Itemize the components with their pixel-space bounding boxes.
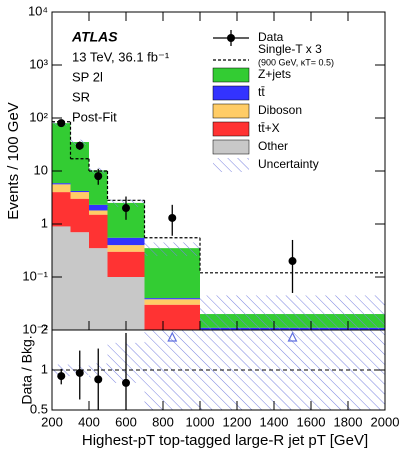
data-point: [57, 119, 66, 128]
stack-segment: [52, 183, 71, 185]
x-tick-label: 800: [152, 414, 174, 429]
x-tick-label: 1600: [297, 414, 326, 429]
ratio-offscale-arrow: [287, 331, 298, 342]
x-tick-label: 200: [41, 414, 63, 429]
data-point: [75, 141, 84, 150]
y-tick-label: 10²: [29, 109, 48, 124]
stack-segment: [70, 232, 89, 330]
x-tick-label: 1400: [260, 414, 289, 429]
legend-swatch: [212, 103, 250, 119]
legend-data-marker: [227, 34, 235, 42]
y-tick-label: 10: [34, 162, 48, 177]
legend-label: Z+jets: [258, 67, 291, 81]
legend-swatch: [213, 158, 249, 172]
ratio-y-tick-label: 1: [41, 361, 48, 376]
legend-label: tt̄: [258, 85, 265, 99]
stack-segment: [144, 248, 200, 299]
stack-segment: [70, 192, 89, 199]
uncertainty-band: [144, 242, 200, 256]
stack-segment: [107, 251, 145, 277]
stack-segment: [70, 190, 89, 193]
ratio-band: [144, 330, 200, 410]
data-point: [288, 257, 297, 266]
stack-segment: [89, 170, 108, 205]
annotation: SP 2l: [72, 69, 103, 84]
annotation: SR: [72, 89, 90, 104]
axes: 10⁻² 10⁻¹ 1 10 10² 10³ 10⁴ 0.5 1 2 200 400 600 800 100…: [5, 3, 399, 449]
stack-segment: [70, 142, 89, 191]
data-point: [94, 172, 103, 181]
x-tick-label: 1000: [186, 414, 215, 429]
stack-segment: [107, 245, 145, 252]
x-tick-label: 2000: [371, 414, 400, 429]
main-plot: [52, 119, 385, 330]
legend-swatch: [212, 121, 250, 137]
x-tick-label: 400: [78, 414, 100, 429]
uncertainty-band: [200, 295, 385, 330]
x-tick-label: 1200: [223, 414, 252, 429]
stack-segment: [52, 123, 71, 184]
ratio-y-tick-label: 2: [41, 321, 48, 336]
y-tick-label: 1: [41, 215, 48, 230]
legend-label: Other: [258, 139, 288, 153]
ratio-y-tick-label: 0.5: [30, 401, 48, 416]
annotation: ATLAS: [71, 29, 118, 45]
annotation: 13 TeV, 36.1 fb⁻¹: [72, 49, 170, 64]
y-tick-label: 10⁴: [28, 3, 48, 18]
ratio-offscale-arrow: [167, 331, 178, 342]
ratio-point: [122, 378, 130, 387]
stack-segment: [89, 248, 108, 330]
y-tick-label: 10⁻¹: [22, 268, 48, 283]
ratio-point: [75, 368, 84, 377]
stack-segment: [52, 192, 71, 227]
legend-label: Single-T x 3: [258, 42, 322, 56]
ratio-point: [94, 375, 103, 384]
ratio-y-axis-title: Data / Bkg.: [19, 335, 35, 404]
legend-label: Uncertainty: [258, 157, 319, 171]
legend-swatch: [212, 67, 250, 83]
stack-segment: [70, 198, 89, 233]
stack-segment: [89, 204, 108, 211]
y-axis-title: Events / 100 GeV: [5, 102, 22, 220]
x-tick-label: 1800: [334, 414, 363, 429]
stack-segment: [52, 226, 71, 330]
stack-segment: [107, 237, 145, 246]
legend-label: Diboson: [258, 103, 302, 117]
data-point: [122, 204, 130, 213]
annotation: Post-Fit: [72, 109, 117, 124]
x-axis-title: Highest-pT top-tagged large-R jet pT [Ge…: [82, 432, 368, 449]
stack-segment: [144, 298, 200, 300]
legend-label: tt̄+X: [258, 121, 280, 135]
stack-segment: [144, 299, 200, 305]
stack-segment: [89, 214, 108, 249]
stack-segment: [52, 184, 71, 193]
stack-segment: [89, 210, 108, 215]
data-point: [168, 213, 177, 222]
legend-swatch: [212, 85, 250, 101]
ratio-point: [57, 372, 66, 381]
x-tick-label: 600: [115, 414, 137, 429]
legend-swatch: [212, 139, 250, 155]
ratio-plot: [52, 330, 385, 410]
legend-note: (900 GeV, κT= 0.5): [258, 57, 334, 67]
y-tick-label: 10⁻²: [22, 321, 48, 336]
y-tick-label: 10³: [29, 56, 48, 71]
stack-segment: [144, 304, 200, 330]
legend-label: Data: [258, 30, 284, 44]
